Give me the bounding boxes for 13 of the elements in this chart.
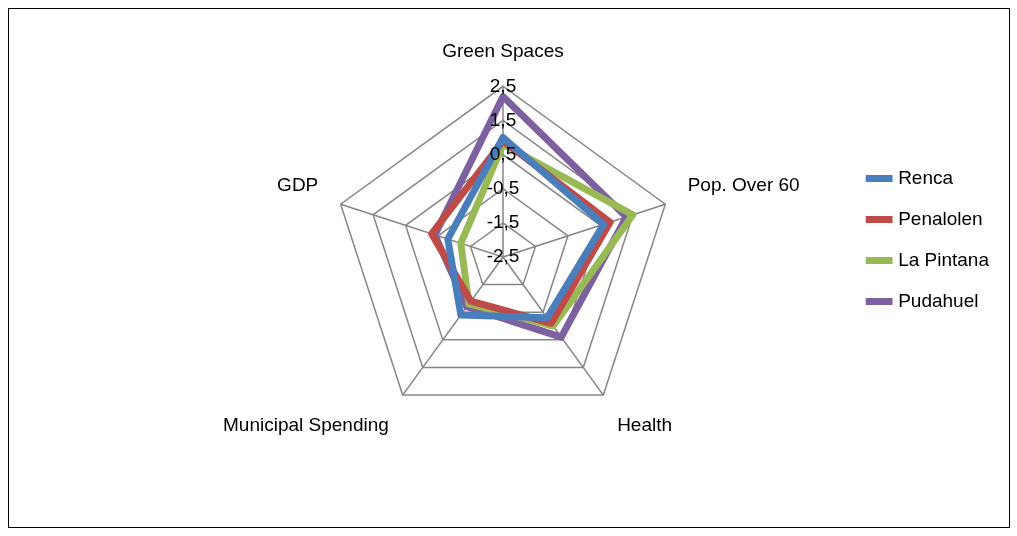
spoke-label: Health — [617, 413, 673, 435]
legend-label: Renca — [898, 166, 954, 188]
y-tick-label: -2,5 — [486, 245, 520, 267]
legend-label: Pudahuel — [898, 289, 979, 311]
legend-label: Penalolen — [898, 207, 983, 229]
spoke-label: GDP — [277, 173, 319, 195]
y-tick-label: -1,5 — [486, 211, 520, 233]
spoke-label: Green Spaces — [442, 39, 564, 61]
y-tick-label: 2,5 — [489, 74, 517, 96]
y-tick-label: -0,5 — [486, 176, 520, 198]
spoke-label: Pop. Over 60 — [687, 173, 800, 195]
legend-label: La Pintana — [898, 248, 990, 270]
spoke-label: Municipal Spending — [223, 413, 389, 435]
